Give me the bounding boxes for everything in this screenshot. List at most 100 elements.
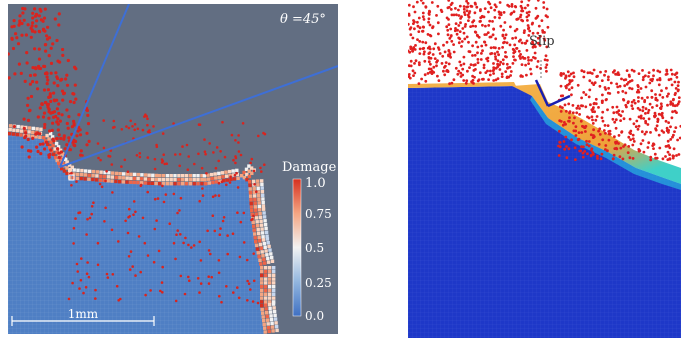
- slip-particle: [421, 1, 425, 5]
- slip-particle: [459, 21, 462, 25]
- slip-particle: [482, 77, 485, 81]
- slip-particle: [438, 52, 442, 55]
- slip-particle: [428, 51, 432, 54]
- damage-particle: [29, 94, 34, 99]
- slip-particle: [593, 81, 597, 85]
- damage-cell: [256, 183, 260, 187]
- damage-cell: [161, 174, 166, 178]
- damage-cell: [129, 176, 133, 180]
- slip-particle: [614, 146, 618, 150]
- damage-particle: [104, 206, 107, 210]
- slip-particle: [533, 51, 537, 55]
- slip-particle: [607, 130, 611, 133]
- damage-particle: [131, 125, 134, 128]
- damage-particle: [217, 194, 221, 197]
- slip-particle: [512, 55, 515, 58]
- damage-cell: [249, 205, 254, 209]
- damage-cell: [55, 158, 59, 163]
- slip-particle: [513, 29, 517, 33]
- slip-particle: [520, 9, 523, 13]
- damage-cell: [256, 251, 260, 255]
- damage-particle: [49, 99, 53, 103]
- slip-particle: [479, 8, 482, 11]
- damage-cell: [26, 134, 31, 138]
- damage-particle: [47, 153, 51, 157]
- damage-cell: [268, 310, 273, 314]
- slip-particle: [621, 110, 624, 113]
- slip-particle: [669, 100, 673, 104]
- slip-particle: [489, 69, 492, 73]
- damage-particle: [209, 252, 212, 256]
- slip-particle: [677, 96, 681, 99]
- damage-cell: [114, 175, 118, 180]
- damage-cell: [8, 132, 12, 136]
- damage-cell: [47, 137, 51, 141]
- slip-particle: [421, 29, 425, 33]
- damage-particle: [149, 289, 152, 292]
- damage-cell: [257, 239, 262, 243]
- damage-particle: [12, 19, 16, 23]
- damage-particle: [62, 92, 66, 96]
- slip-particle: [574, 158, 577, 162]
- slip-particle: [536, 41, 540, 45]
- damage-particle: [36, 115, 40, 119]
- right-slip-panel: Slip: [408, 0, 681, 338]
- damage-cell: [24, 125, 28, 130]
- angle-label: θ =45°: [280, 12, 326, 27]
- slip-particle: [668, 153, 671, 157]
- slip-particle: [501, 62, 505, 66]
- slip-particle: [501, 46, 504, 49]
- damage-cell: [45, 133, 49, 138]
- slip-particle: [586, 71, 590, 75]
- slip-particle: [436, 4, 440, 8]
- damage-particle: [251, 300, 255, 303]
- slip-particle: [521, 19, 525, 23]
- slip-particle: [567, 119, 570, 123]
- slip-particle: [417, 30, 421, 33]
- slip-particle: [575, 106, 579, 110]
- slip-particle: [629, 129, 633, 133]
- damage-particle: [34, 132, 38, 136]
- slip-particle: [453, 29, 457, 33]
- slip-particle: [457, 36, 461, 40]
- damage-particle: [259, 166, 262, 170]
- damage-particle: [47, 116, 51, 120]
- damage-particle: [73, 83, 77, 87]
- slip-particle: [538, 44, 542, 47]
- damage-particle: [78, 211, 82, 214]
- damage-particle: [161, 291, 164, 294]
- damage-cell: [256, 179, 260, 183]
- damage-particle: [80, 257, 83, 260]
- damage-cell: [260, 190, 265, 194]
- damage-particle: [181, 145, 184, 148]
- slip-particle: [676, 84, 680, 87]
- slip-particle: [541, 30, 545, 34]
- damage-particle: [176, 211, 179, 215]
- damage-particle: [102, 119, 105, 122]
- slip-particle: [515, 47, 518, 50]
- damage-cell: [173, 178, 177, 182]
- slip-particle: [476, 45, 480, 49]
- slip-particle: [675, 75, 679, 79]
- damage-particle: [65, 83, 70, 87]
- slip-particle: [502, 28, 505, 32]
- damage-cell: [260, 304, 264, 308]
- damage-particle: [51, 42, 55, 46]
- damage-cell: [257, 201, 261, 205]
- damage-particle: [128, 215, 131, 218]
- damage-cell: [76, 168, 80, 172]
- damage-particle: [178, 209, 181, 212]
- damage-cell: [261, 193, 265, 198]
- left-damage-figure: θ =45° 1mm Damage 1.0 0.75 0.5 0.25 0.0: [8, 4, 338, 334]
- slip-particle: [473, 75, 476, 79]
- slip-particle: [467, 15, 471, 19]
- slip-particle: [611, 105, 615, 109]
- damage-cell: [261, 235, 265, 239]
- damage-cell: [177, 182, 181, 186]
- damage-cell: [266, 241, 270, 245]
- damage-cell: [252, 228, 256, 232]
- damage-cell: [274, 324, 279, 329]
- slip-particle: [617, 142, 620, 145]
- damage-cell: [68, 176, 72, 180]
- damage-cell: [266, 260, 271, 264]
